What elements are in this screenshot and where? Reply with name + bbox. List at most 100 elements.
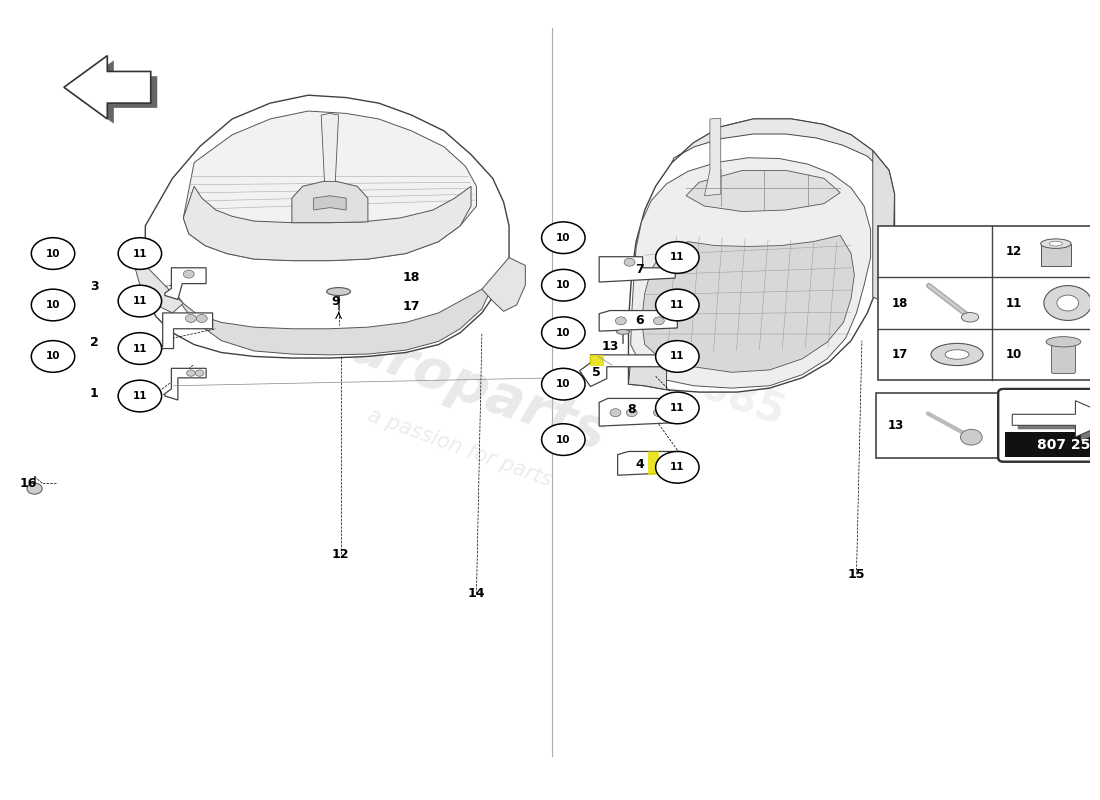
Polygon shape	[165, 268, 206, 299]
Circle shape	[31, 289, 75, 321]
Polygon shape	[134, 266, 184, 313]
Circle shape	[656, 242, 700, 274]
Text: 11: 11	[670, 351, 684, 362]
Text: 085: 085	[694, 366, 791, 434]
Circle shape	[187, 370, 196, 376]
Circle shape	[664, 459, 675, 467]
Text: 10: 10	[1005, 348, 1022, 361]
Text: 2: 2	[90, 336, 99, 349]
Ellipse shape	[1041, 239, 1071, 248]
Text: 11: 11	[133, 249, 147, 258]
Text: 13: 13	[602, 340, 618, 353]
Ellipse shape	[961, 313, 979, 322]
Text: 1: 1	[90, 387, 99, 400]
Text: 9: 9	[331, 294, 340, 307]
Circle shape	[676, 460, 685, 466]
Polygon shape	[1018, 405, 1100, 441]
Polygon shape	[872, 150, 894, 305]
Text: 10: 10	[46, 351, 60, 362]
Circle shape	[653, 317, 664, 325]
Circle shape	[615, 317, 626, 325]
Circle shape	[118, 333, 162, 364]
Circle shape	[541, 222, 585, 254]
Polygon shape	[64, 56, 151, 119]
Text: 10: 10	[46, 300, 60, 310]
Polygon shape	[292, 180, 367, 222]
FancyBboxPatch shape	[876, 393, 1001, 458]
Text: 11: 11	[670, 462, 684, 472]
Text: 11: 11	[133, 391, 147, 401]
Circle shape	[541, 368, 585, 400]
Polygon shape	[580, 355, 678, 386]
Text: 10: 10	[557, 379, 571, 389]
Circle shape	[196, 314, 207, 322]
Text: 11: 11	[670, 300, 684, 310]
FancyBboxPatch shape	[1052, 343, 1076, 374]
Text: 10: 10	[557, 280, 571, 290]
Text: 8: 8	[627, 403, 636, 416]
Polygon shape	[704, 118, 720, 196]
Text: 12: 12	[332, 548, 350, 561]
Text: 10: 10	[557, 434, 571, 445]
Text: 13: 13	[888, 419, 904, 432]
Polygon shape	[184, 186, 471, 261]
FancyBboxPatch shape	[878, 226, 1100, 380]
Polygon shape	[321, 114, 339, 182]
Text: 807 25: 807 25	[1037, 438, 1090, 452]
Polygon shape	[672, 119, 889, 172]
Text: 16: 16	[20, 477, 36, 490]
Text: 14: 14	[468, 587, 485, 601]
Ellipse shape	[616, 330, 629, 334]
Text: 7: 7	[635, 263, 643, 276]
Circle shape	[624, 258, 635, 266]
Polygon shape	[617, 451, 689, 475]
Polygon shape	[600, 398, 686, 426]
Text: 11: 11	[670, 253, 684, 262]
Circle shape	[610, 409, 620, 417]
Text: 10: 10	[557, 328, 571, 338]
Circle shape	[118, 238, 162, 270]
Ellipse shape	[931, 343, 983, 366]
Text: 17: 17	[403, 300, 420, 313]
Circle shape	[541, 317, 585, 349]
Polygon shape	[600, 310, 678, 331]
Polygon shape	[628, 361, 667, 390]
Circle shape	[656, 392, 700, 424]
Text: 10: 10	[46, 249, 60, 258]
Text: 15: 15	[848, 568, 866, 581]
Circle shape	[118, 380, 162, 412]
Polygon shape	[314, 196, 346, 210]
Text: 11: 11	[133, 296, 147, 306]
Text: 6: 6	[635, 314, 643, 327]
Circle shape	[653, 409, 664, 417]
Circle shape	[184, 270, 195, 278]
Circle shape	[1057, 295, 1079, 311]
Circle shape	[668, 409, 679, 417]
Polygon shape	[641, 235, 855, 372]
Polygon shape	[184, 111, 476, 261]
Circle shape	[656, 341, 700, 372]
Circle shape	[31, 238, 75, 270]
Text: 17: 17	[892, 348, 909, 361]
Text: 3: 3	[90, 280, 99, 294]
Ellipse shape	[1049, 242, 1063, 246]
Text: 10: 10	[557, 233, 571, 242]
Polygon shape	[482, 258, 526, 311]
Ellipse shape	[1046, 337, 1081, 347]
Polygon shape	[165, 368, 206, 400]
Text: 11: 11	[133, 343, 147, 354]
Text: 18: 18	[892, 297, 909, 310]
Polygon shape	[70, 60, 157, 124]
Circle shape	[656, 289, 700, 321]
Text: a passion for parts: a passion for parts	[365, 405, 556, 490]
Circle shape	[626, 409, 637, 417]
Polygon shape	[630, 158, 870, 388]
Text: 11: 11	[1005, 297, 1022, 310]
Polygon shape	[173, 286, 493, 355]
Ellipse shape	[327, 287, 351, 295]
Polygon shape	[628, 119, 894, 392]
Circle shape	[541, 270, 585, 301]
Text: 11: 11	[670, 403, 684, 413]
Circle shape	[31, 341, 75, 372]
Polygon shape	[1012, 401, 1100, 437]
